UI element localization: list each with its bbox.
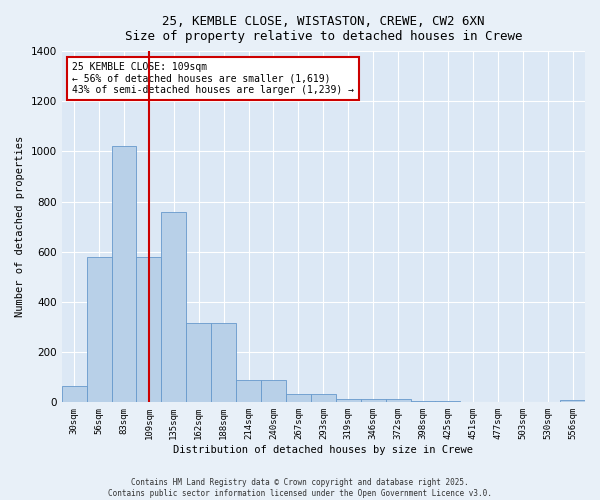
Bar <box>286 394 311 402</box>
Bar <box>311 394 336 402</box>
Bar <box>236 380 261 402</box>
Bar <box>86 257 112 402</box>
Bar <box>410 401 436 402</box>
Y-axis label: Number of detached properties: Number of detached properties <box>15 136 25 318</box>
Bar <box>361 398 386 402</box>
X-axis label: Distribution of detached houses by size in Crewe: Distribution of detached houses by size … <box>173 445 473 455</box>
Bar <box>62 386 86 402</box>
Title: 25, KEMBLE CLOSE, WISTASTON, CREWE, CW2 6XN
Size of property relative to detache: 25, KEMBLE CLOSE, WISTASTON, CREWE, CW2 … <box>125 15 522 43</box>
Bar <box>261 380 286 402</box>
Bar <box>112 146 136 402</box>
Bar <box>386 400 410 402</box>
Bar <box>161 212 186 402</box>
Bar <box>560 400 585 402</box>
Bar <box>211 324 236 402</box>
Bar <box>136 257 161 402</box>
Text: Contains HM Land Registry data © Crown copyright and database right 2025.
Contai: Contains HM Land Registry data © Crown c… <box>108 478 492 498</box>
Text: 25 KEMBLE CLOSE: 109sqm
← 56% of detached houses are smaller (1,619)
43% of semi: 25 KEMBLE CLOSE: 109sqm ← 56% of detache… <box>72 62 354 95</box>
Bar <box>336 398 361 402</box>
Bar <box>436 401 460 402</box>
Bar <box>186 324 211 402</box>
